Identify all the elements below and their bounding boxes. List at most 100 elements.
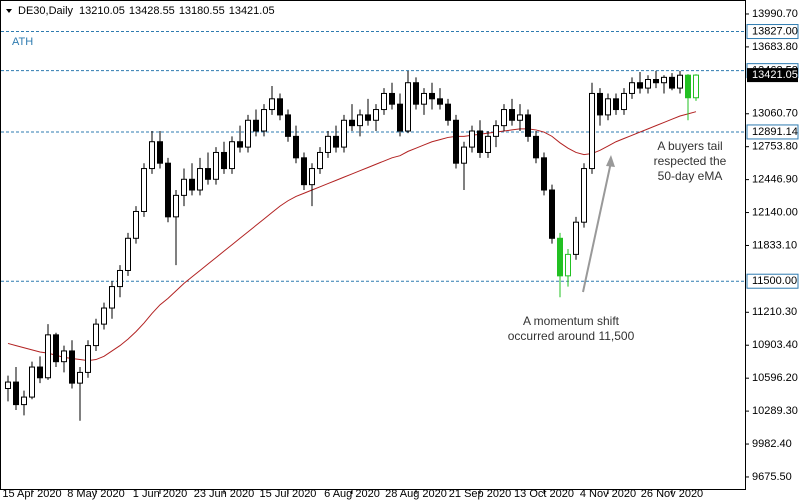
x-tick-label: 23 Jun 2020 — [194, 488, 255, 500]
candle-body — [653, 79, 659, 84]
candle-body — [189, 178, 195, 191]
candle-body — [685, 74, 691, 99]
candle-body — [5, 381, 11, 390]
candle-body — [677, 74, 683, 89]
candle-body — [493, 125, 499, 137]
y-tick-label: 13683.80 — [752, 41, 798, 53]
y-tick-label: 9982.40 — [752, 438, 792, 450]
candle-body — [581, 168, 587, 223]
candle-body — [221, 151, 227, 170]
x-tick-label: 8 May 2020 — [67, 488, 124, 500]
y-tick-label: 12140.00 — [752, 206, 798, 218]
candle-body — [109, 286, 115, 309]
candle-body — [397, 103, 403, 132]
candle-body — [269, 98, 275, 111]
candle-body — [525, 114, 531, 137]
symbol: DE30,Daily — [18, 5, 74, 17]
annotation: respected the — [654, 154, 727, 168]
candle-body — [285, 114, 291, 137]
candle-body — [37, 366, 43, 379]
candle-body — [205, 168, 211, 180]
y-tick-label: 11210.30 — [752, 306, 797, 318]
candle-body — [93, 323, 99, 347]
candle-body — [141, 168, 147, 212]
arrow-head — [606, 155, 615, 167]
candle-body — [589, 92, 595, 170]
level-label: 11500.00 — [752, 275, 797, 287]
candle-body — [405, 82, 411, 132]
candle-body — [133, 210, 139, 239]
x-tick-label: 1 Jun 2020 — [133, 488, 187, 500]
candle-body — [485, 135, 491, 153]
price-label: 13421.05 — [752, 69, 798, 81]
header-high: 13428.55 — [129, 5, 175, 17]
candle-body — [173, 194, 179, 218]
candle-body — [445, 103, 451, 121]
candle-body — [181, 178, 187, 196]
candle-body — [117, 269, 123, 288]
candle-body — [621, 92, 627, 111]
candle-body — [661, 76, 667, 84]
chart-header: DE30,Daily 13210.05 13428.55 13180.55 13421.… — [18, 5, 275, 17]
annotation: 50-day eMA — [658, 169, 723, 183]
candle-body — [333, 135, 339, 148]
candle-body — [69, 350, 75, 384]
candle-body — [277, 98, 283, 116]
x-tick-label: 15 Jul 2020 — [260, 488, 317, 500]
level-label: 13827.00 — [752, 25, 798, 37]
candle-body — [85, 345, 91, 373]
menu-arrow — [6, 9, 12, 13]
candle-body — [301, 157, 307, 186]
candle-body — [693, 74, 699, 99]
candle-body — [477, 130, 483, 153]
candle-body — [429, 92, 435, 100]
candle-body — [549, 189, 555, 239]
candle-body — [21, 396, 27, 406]
candle-body — [213, 151, 219, 180]
ema-line — [7, 111, 697, 362]
header-low: 13180.55 — [179, 5, 225, 17]
candle-body — [565, 253, 571, 277]
candle-body — [157, 141, 163, 164]
y-tick-label: 9675.50 — [752, 471, 792, 483]
candle-body — [293, 135, 299, 159]
candle-body — [373, 109, 379, 121]
plot-frame — [0, 0, 746, 490]
candle-body — [309, 168, 315, 186]
level-label-box — [746, 273, 799, 289]
candle-body — [245, 119, 251, 148]
candle-body — [253, 119, 259, 132]
level-label-box — [746, 124, 799, 140]
candle-body — [45, 334, 51, 379]
candle-body — [77, 371, 83, 384]
candle-body — [365, 114, 371, 121]
candle-body — [341, 119, 347, 148]
y-tick-label: 12753.80 — [752, 141, 798, 153]
candle-body — [637, 82, 643, 89]
ath-label: ATH — [12, 36, 33, 48]
candle-body — [53, 334, 59, 363]
candle-body — [29, 366, 35, 398]
candle-body — [101, 307, 107, 325]
candle-body — [413, 82, 419, 105]
price-label-box — [747, 68, 798, 83]
candle-body — [517, 114, 523, 121]
candle-body — [645, 79, 651, 89]
candle-body — [13, 381, 19, 406]
level-label: 12891.14 — [752, 126, 798, 138]
candle-body — [421, 92, 427, 105]
candle-body — [533, 135, 539, 159]
candle-body — [317, 151, 323, 170]
y-tick-label: 10289.30 — [752, 405, 798, 417]
header-open: 13210.05 — [79, 5, 125, 17]
candle-body — [197, 168, 203, 191]
x-tick-label: 21 Sep 2020 — [449, 488, 511, 500]
y-tick-label: 12446.90 — [752, 174, 798, 186]
candle-body — [165, 162, 171, 218]
candle-body — [61, 350, 67, 363]
x-tick-label: 26 Nov 2020 — [641, 488, 703, 500]
candle-body — [349, 119, 355, 127]
candle-body — [669, 76, 675, 89]
candle-body — [509, 109, 515, 121]
